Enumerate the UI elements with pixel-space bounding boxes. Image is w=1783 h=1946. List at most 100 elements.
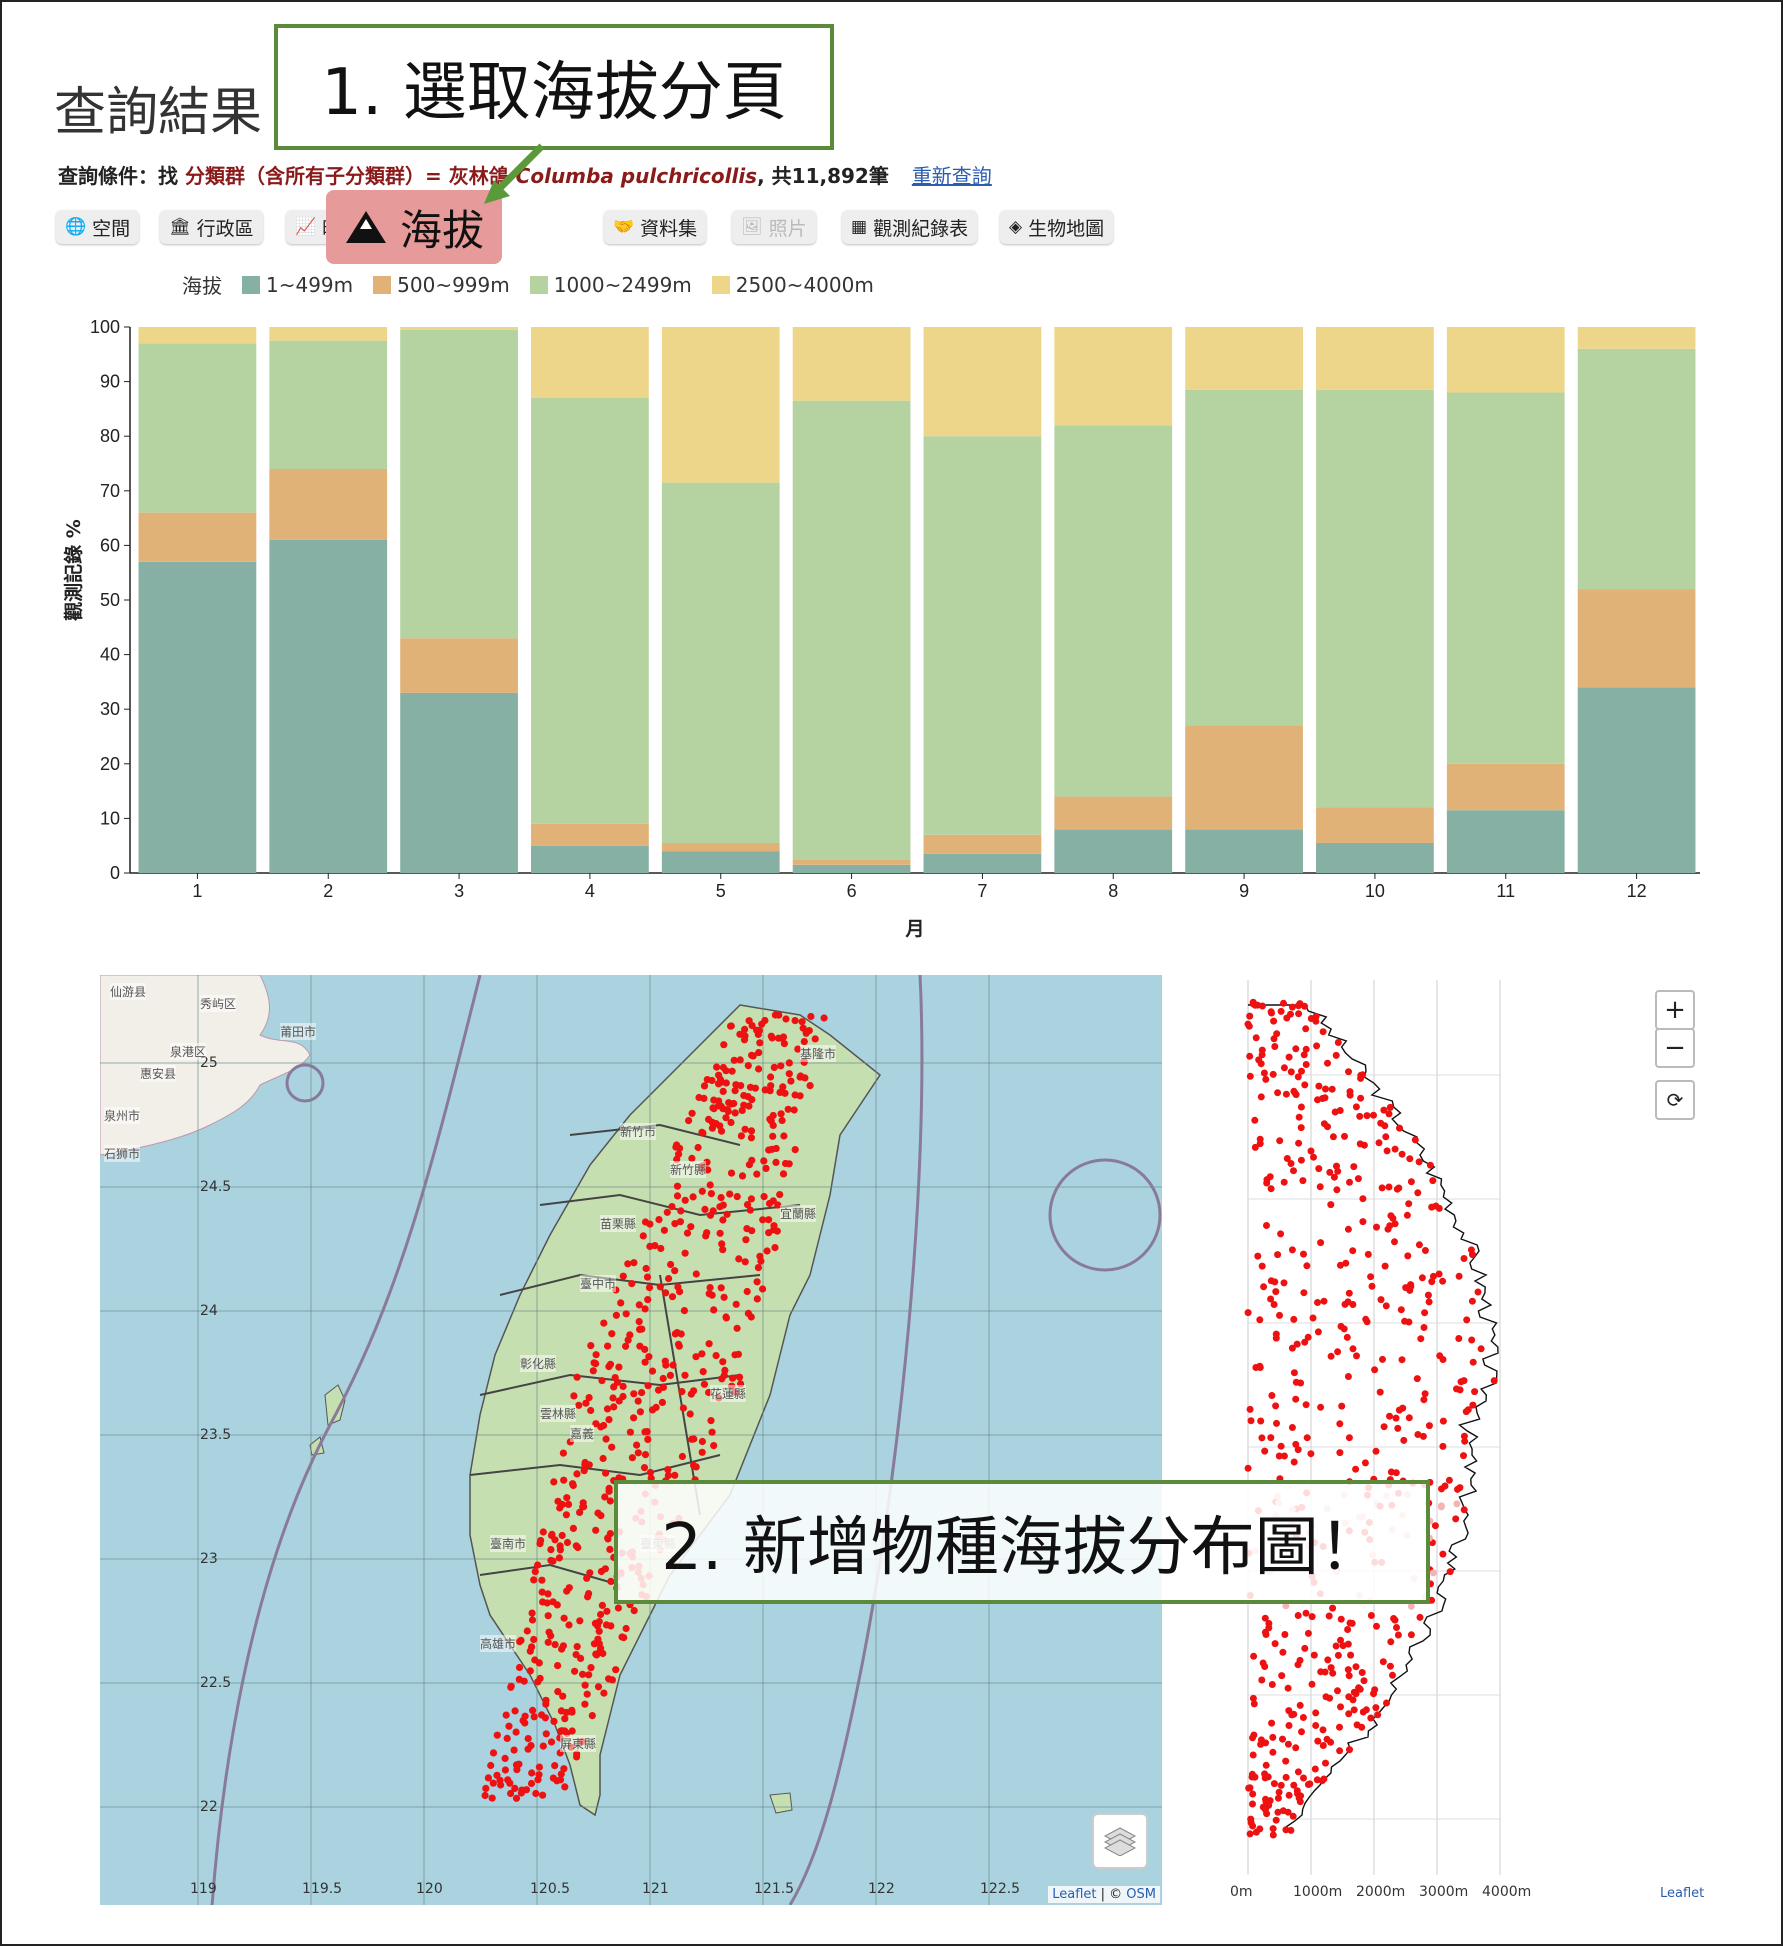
observation-point	[574, 1543, 582, 1552]
observation-point	[677, 1330, 685, 1338]
observation-point	[743, 1287, 751, 1296]
observation-point	[634, 1397, 642, 1405]
observation-point	[579, 1499, 587, 1507]
elevation-point	[1404, 1252, 1412, 1260]
observation-point	[489, 1779, 497, 1787]
elevation-point	[1439, 1277, 1447, 1285]
observation-point	[551, 1536, 559, 1544]
osm-link[interactable]: OSM	[1126, 1887, 1156, 1902]
observation-point	[579, 1670, 587, 1678]
elevation-point	[1294, 1768, 1302, 1776]
tab-space[interactable]: 🌐 空間	[56, 210, 140, 244]
elevation-point	[1285, 1722, 1293, 1729]
bar-segment	[531, 327, 649, 398]
tab-admin-region[interactable]: 🏛 行政區	[160, 210, 263, 244]
elevation-point	[1249, 1790, 1257, 1798]
legend-item[interactable]: 1000~2499m	[520, 273, 692, 297]
observation-point	[719, 1216, 727, 1224]
bar-segment	[1446, 392, 1565, 764]
observation-point	[572, 1651, 580, 1659]
tab-photos[interactable]: 🖼 照片	[732, 210, 816, 244]
bar-segment	[269, 468, 388, 540]
elevation-point	[1275, 1452, 1283, 1460]
legend-item[interactable]: 2500~4000m	[702, 273, 874, 297]
bar-segment	[1054, 829, 1173, 873]
elevation-point	[1477, 1345, 1485, 1353]
x-tick-label: 2	[323, 881, 333, 901]
observation-point	[717, 1127, 726, 1135]
observation-point	[754, 1264, 763, 1272]
zoom-in-button[interactable]: +	[1655, 990, 1695, 1030]
mountain-icon	[346, 211, 386, 243]
elevation-point	[1343, 1333, 1351, 1341]
elevation-point	[1386, 1103, 1394, 1111]
elevation-point	[1419, 1432, 1427, 1440]
reset-view-button[interactable]: ⟳	[1655, 1080, 1695, 1120]
observation-point	[544, 1638, 552, 1646]
globe-icon: 🌐	[65, 217, 87, 237]
observation-point	[678, 1388, 686, 1396]
observation-point	[681, 1249, 689, 1257]
yonaguni-circle	[1048, 1158, 1162, 1272]
elevation-point	[1301, 1338, 1309, 1346]
observation-point	[482, 1784, 490, 1792]
y-tick-label: 60	[100, 535, 120, 555]
elevation-point	[1251, 1143, 1259, 1151]
requery-link[interactable]: 重新查詢	[911, 164, 992, 188]
elevation-point	[1261, 1447, 1269, 1455]
lon-label: 119.5	[302, 1881, 343, 1897]
elevation-attribution[interactable]: Leaflet	[1660, 1886, 1705, 1901]
elevation-point	[1428, 1278, 1436, 1286]
observation-point	[605, 1416, 613, 1424]
taiwan-map[interactable]: 119 119.5 120 120.5 121 121.5 122 122.5 …	[100, 975, 1162, 1905]
elevation-point	[1319, 1095, 1326, 1102]
elevation-point	[1277, 1007, 1285, 1015]
observation-point	[708, 1124, 717, 1132]
observation-point	[707, 1190, 716, 1198]
tab-label: 空間	[92, 217, 131, 240]
tab-observation-table[interactable]: ▦ 觀測紀錄表	[842, 210, 978, 244]
elevation-point	[1391, 1238, 1398, 1246]
leaflet-link[interactable]: Leaflet	[1052, 1887, 1097, 1902]
elevation-point	[1417, 1335, 1425, 1343]
zoom-out-button[interactable]: −	[1655, 1028, 1695, 1068]
elevation-point	[1285, 1791, 1293, 1799]
building-icon: 🏛	[169, 217, 191, 237]
observation-point	[719, 1063, 728, 1072]
observation-point	[777, 1110, 785, 1118]
elevation-point	[1383, 1147, 1391, 1155]
elevation-point	[1370, 1111, 1377, 1119]
tab-bio-map[interactable]: ◈ 生物地圖	[1000, 210, 1114, 244]
elevation-point	[1322, 1693, 1330, 1701]
observation-point	[528, 1609, 536, 1617]
elevation-point	[1455, 1335, 1463, 1342]
observation-point	[745, 1161, 754, 1169]
place-label: 新竹縣	[670, 1161, 707, 1178]
legend-item[interactable]: 1~499m	[232, 273, 353, 297]
legend-item[interactable]: 500~999m	[363, 273, 510, 297]
observation-point	[731, 1087, 739, 1095]
observation-point	[589, 1367, 597, 1375]
elevation-point	[1421, 1390, 1429, 1398]
observation-point	[528, 1616, 537, 1624]
elevation-point	[1276, 1137, 1284, 1145]
elevation-point	[1401, 1317, 1409, 1325]
observation-point	[654, 1386, 663, 1394]
observation-point	[587, 1664, 595, 1672]
elevation-point	[1395, 1406, 1403, 1414]
elevation-point	[1334, 1687, 1341, 1695]
elevation-point	[1386, 1222, 1394, 1230]
tab-dataset[interactable]: 🤝 資料集	[604, 210, 707, 244]
map-canvas[interactable]	[100, 975, 1162, 1905]
place-label: 石狮市	[104, 1145, 141, 1162]
observation-point	[718, 1240, 726, 1248]
bar-segment	[1446, 763, 1565, 811]
observation-point	[671, 1330, 679, 1338]
elevation-point	[1379, 1658, 1387, 1666]
tab-elevation-active[interactable]: 海拔	[326, 190, 503, 264]
observation-point	[780, 1132, 788, 1140]
observation-point	[644, 1296, 652, 1304]
layers-control-button[interactable]	[1092, 1813, 1148, 1869]
observation-point	[779, 1083, 787, 1091]
